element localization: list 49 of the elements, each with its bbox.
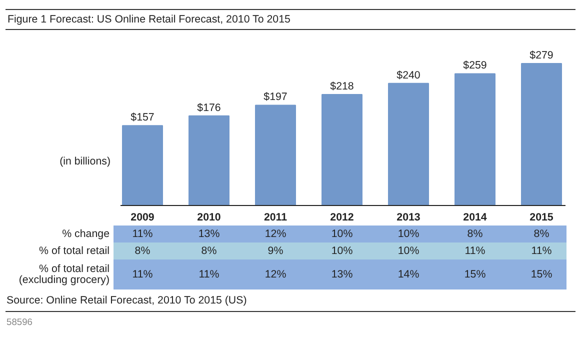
text: 8% (134, 245, 151, 257)
data-label: $197 (264, 91, 288, 104)
data-label: $157 (130, 112, 154, 124)
x-tick-label: 2011 (264, 212, 288, 224)
bar (454, 73, 496, 206)
text: % change (62, 228, 110, 240)
text: 11% (464, 245, 486, 257)
text: 10% (398, 245, 420, 257)
x-tick-label: 2014 (463, 212, 487, 224)
text: 13% (331, 268, 354, 280)
data-label: $176 (197, 102, 221, 114)
text: 8% (467, 228, 484, 240)
text: % of total retail (39, 245, 110, 257)
text: 10% (398, 228, 420, 240)
bar (521, 63, 562, 206)
x-tick-label: 2010 (197, 212, 221, 224)
text: 10% (331, 245, 354, 257)
text: 8% (534, 228, 550, 240)
text: 14% (398, 268, 420, 280)
text: 11% (132, 268, 154, 280)
text: 11% (198, 268, 220, 280)
text: 11% (531, 245, 552, 257)
bar (122, 125, 163, 206)
data-label: $218 (330, 80, 354, 93)
source-note: Source: Online Retail Forecast, 2010 To 2015 (US) (6, 294, 247, 306)
text: % of total retail (excluding grocery) (18, 263, 110, 286)
text: 15% (530, 268, 553, 280)
x-tick-label: 2013 (396, 212, 420, 224)
text: 10% (331, 228, 354, 240)
text: 8% (201, 245, 218, 257)
x-tick-label: 2015 (530, 212, 554, 224)
data-label: $259 (463, 60, 487, 72)
text: 13% (198, 228, 220, 240)
chart-title: Figure 1 Forecast: US Online Retail Forecast, 2010 To 2015 (8, 14, 291, 26)
bar (322, 94, 362, 206)
x-tick-label: 2012 (330, 212, 354, 224)
text: 12% (264, 228, 287, 240)
x-tick-label: 2009 (130, 212, 154, 224)
bar (388, 82, 429, 206)
y-axis-title: (in billions) (60, 156, 111, 168)
text: 58596 (6, 317, 32, 327)
bar (188, 115, 230, 206)
text: 15% (464, 268, 486, 280)
text: 12% (264, 268, 287, 280)
text: 9% (268, 245, 284, 257)
text: 11% (132, 228, 154, 240)
bar (255, 104, 296, 206)
data-label: $279 (530, 50, 554, 62)
data-label: $240 (396, 69, 420, 82)
